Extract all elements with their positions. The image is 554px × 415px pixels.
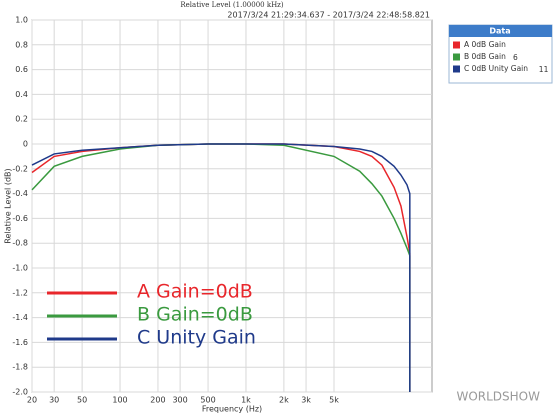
y-axis-label: Relative Level (dB) [4, 168, 13, 243]
y-tick-label: -1.6 [12, 338, 28, 347]
x-tick-label: 200 [150, 396, 165, 405]
legend-title: Data [489, 27, 510, 36]
y-tick-label: 0.6 [15, 65, 28, 74]
legend-label: A 0dB Gain [464, 40, 506, 49]
annotation-text: C Unity Gain [137, 327, 256, 349]
y-tick-label: -1.2 [12, 288, 28, 297]
chart-title: Relative Level (1.00000 kHz) [180, 1, 283, 9]
x-tick-label: 50 [77, 396, 87, 405]
legend-label: B 0dB Gain [464, 52, 506, 61]
x-tick-label: 100 [112, 396, 127, 405]
legend-swatch [453, 65, 460, 73]
legend-header [449, 25, 552, 37]
chart-subtitle: 2017/3/24 21:29:34.637 - 2017/3/24 22:48… [227, 11, 430, 20]
x-tick-label: 300 [172, 396, 187, 405]
series-line [31, 143, 411, 392]
y-tick-label: -0.4 [12, 189, 28, 198]
legend-index: 11 [539, 65, 549, 74]
x-tick-label: 5k [329, 396, 339, 405]
y-tick-label: -1.4 [12, 313, 28, 322]
x-tick-label: 3k [301, 396, 311, 405]
x-tick-label: 500 [200, 396, 215, 405]
y-tick-label: -1.8 [12, 363, 28, 372]
legend-swatch [453, 41, 460, 49]
annotation-text: A Gain=0dB [137, 281, 253, 303]
watermark: WORLDSHOW [456, 390, 540, 404]
y-tick-label: -0.2 [12, 164, 28, 173]
y-tick-label: 0.8 [15, 40, 28, 49]
annotation-text: B Gain=0dB [137, 304, 253, 326]
x-tick-label: 2k [279, 396, 289, 405]
series-line [31, 143, 411, 392]
plot-area [31, 19, 433, 393]
y-tick-label: 0.4 [15, 90, 28, 99]
x-tick-label: 30 [49, 396, 59, 405]
y-tick-label: -0.6 [12, 214, 28, 223]
legend-index: 6 [513, 53, 518, 62]
y-tick-label: -1.0 [12, 264, 28, 273]
y-tick-label: 1.0 [15, 16, 28, 25]
y-tick-label: 0.2 [15, 115, 28, 124]
y-tick-label: -2.0 [12, 388, 28, 397]
x-tick-label: 1k [241, 396, 251, 405]
x-tick-label: 20 [27, 396, 37, 405]
y-tick-label: 0 [23, 140, 28, 149]
y-tick-label: -0.8 [12, 239, 28, 248]
legend-label: C 0dB Unity Gain [464, 64, 528, 73]
x-axis-label: Frequency (Hz) [202, 405, 262, 414]
legend-swatch [453, 53, 460, 61]
